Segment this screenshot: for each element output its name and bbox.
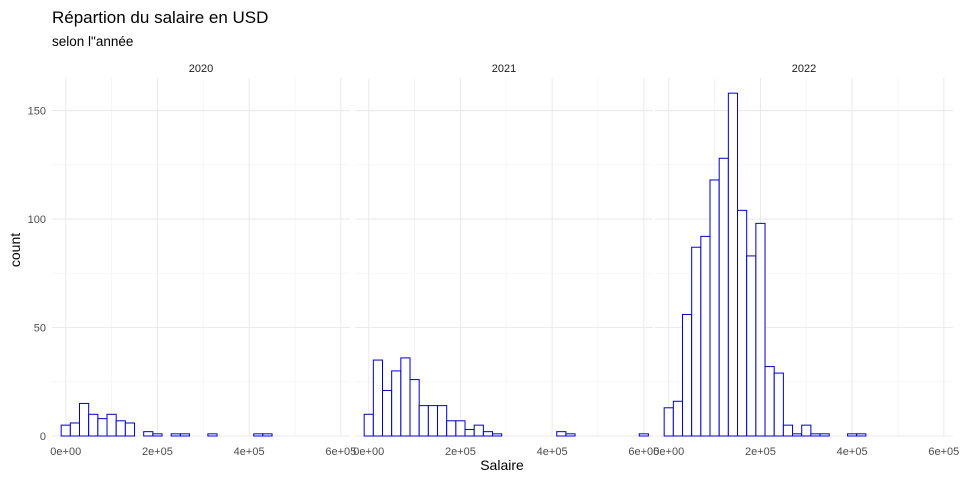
x-tick-label: 0e+00 [50, 446, 81, 458]
y-tick-label: 100 [28, 214, 46, 226]
histogram-bar [672, 400, 684, 437]
histogram-bar [170, 433, 181, 437]
histogram-bar [746, 255, 757, 437]
histogram-bar [810, 433, 821, 437]
histogram-bar [691, 246, 702, 437]
histogram-bar [115, 420, 126, 437]
histogram-bar [253, 433, 264, 437]
x-tick-label: 6e+05 [628, 446, 659, 458]
x-tick-label: 2e+05 [142, 446, 173, 458]
histogram-bar [207, 433, 218, 437]
x-tick-label: 2e+05 [445, 446, 476, 458]
facet-strip-label: 2022 [792, 63, 816, 75]
histogram-bar [88, 413, 99, 437]
histogram-bar [718, 157, 729, 437]
x-tick-label: 6e+05 [325, 446, 356, 458]
x-tick-label: 2e+05 [745, 446, 776, 458]
histogram-bar [124, 422, 136, 437]
x-tick-label: 4e+05 [537, 446, 568, 458]
histogram-bar [143, 431, 154, 437]
facet-panel-2020: 2020 0e+00 2e+05 4e+05 6e+05 0 50 100 150 [28, 63, 357, 458]
histogram-bar [106, 413, 117, 437]
histogram-bar [492, 433, 503, 437]
histogram-bar [69, 422, 81, 437]
y-tick-label: 0 [40, 431, 46, 443]
histogram-bar [473, 424, 484, 437]
facet-strip-label: 2021 [492, 63, 516, 75]
histogram-bar [663, 407, 674, 437]
histogram-bar [556, 431, 567, 437]
histogram-bar [446, 420, 457, 437]
histogram-bar [847, 433, 858, 437]
histogram-bar [773, 372, 784, 437]
histogram-bar [152, 433, 163, 437]
histogram-bar [372, 359, 384, 437]
chart-title: Répartion du salaire en USD [52, 8, 268, 27]
histogram-bar [856, 433, 867, 437]
histogram-bar [179, 433, 191, 437]
y-tick-label: 150 [28, 106, 46, 118]
facet-panel-2021: 2021 0e+00 2e+05 4e+05 6e+05 [353, 63, 659, 458]
histogram-bar [682, 313, 693, 437]
histogram-bar [60, 424, 71, 437]
x-tick-label: 0e+00 [653, 446, 684, 458]
histogram-bar [262, 433, 273, 437]
histogram-bar [782, 424, 794, 437]
x-tick-label: 0e+00 [353, 446, 384, 458]
y-tick-label: 50 [34, 323, 46, 335]
histogram-bar [464, 428, 475, 437]
chart-subtitle: selon l"année [52, 34, 133, 49]
x-tick-label: 4e+05 [234, 446, 265, 458]
histogram-bar [437, 405, 448, 437]
histogram-bar [792, 433, 803, 437]
x-axis-title: Salaire [480, 457, 524, 473]
histogram-bar [709, 179, 720, 437]
histogram-bar [79, 402, 90, 437]
facet-panel-2022: 2022 0e+00 2e+05 4e+05 6e+05 [653, 63, 959, 458]
histogram-bar [482, 431, 494, 437]
y-axis-title: count [7, 233, 23, 267]
histogram-bar [801, 424, 812, 437]
histogram-bar [391, 370, 402, 437]
histogram-bar [409, 379, 420, 437]
histogram-bar [455, 420, 466, 437]
histogram-bar [382, 389, 393, 437]
facet-panels: 2020 0e+00 2e+05 4e+05 6e+05 0 50 100 150 2021 0e+… [28, 63, 960, 458]
histogram-bar [638, 433, 649, 437]
histogram-bar [565, 433, 576, 437]
histogram-bar [97, 418, 108, 437]
x-tick-label: 6e+05 [928, 446, 959, 458]
histogram-bar [755, 222, 766, 437]
histogram-bar [737, 209, 748, 437]
histogram-bar [700, 235, 711, 437]
histogram-bar [727, 92, 739, 437]
x-tick-label: 4e+05 [837, 446, 868, 458]
histogram-bar [400, 357, 411, 437]
facet-strip-label: 2020 [189, 63, 213, 75]
histogram-bar [418, 405, 429, 437]
histogram-bar [427, 405, 439, 437]
histogram-bar [363, 413, 374, 437]
histogram-bar [819, 433, 830, 437]
histogram-bar [764, 366, 775, 437]
